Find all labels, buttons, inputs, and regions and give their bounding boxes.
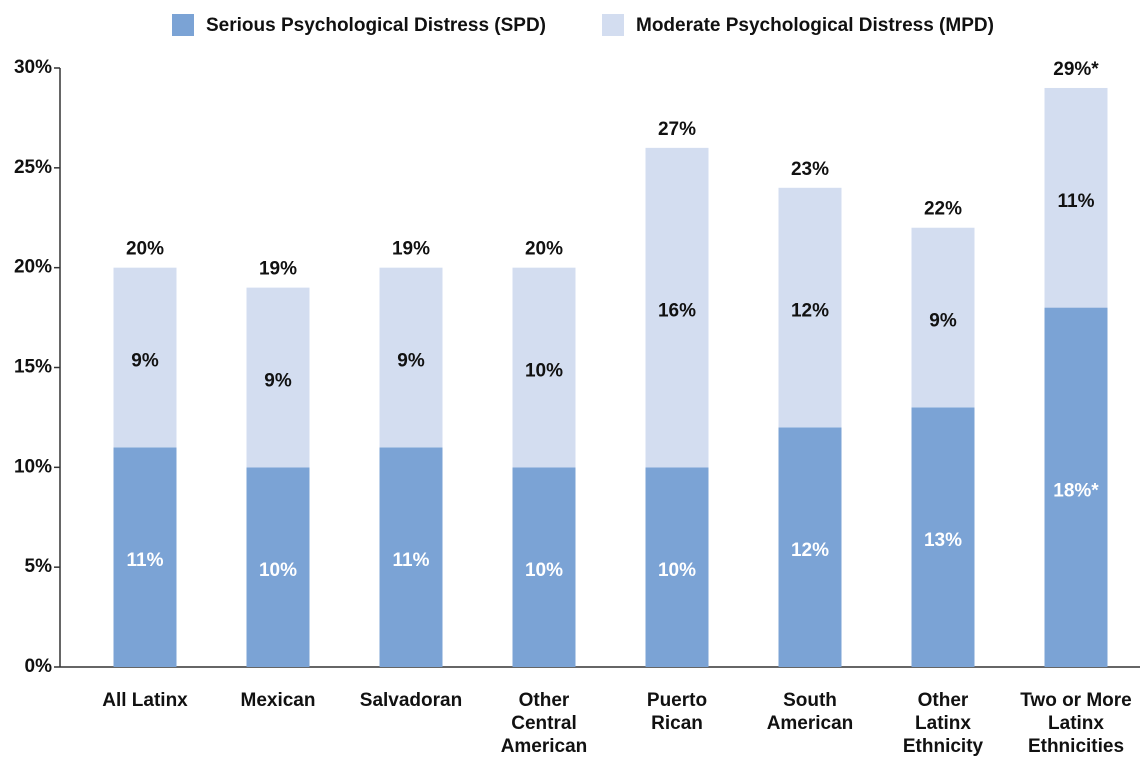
- bar-segment: [512, 267, 576, 468]
- bar-segment: [246, 287, 310, 468]
- bar-segment: [379, 447, 443, 667]
- y-tick-label: 25%: [14, 157, 52, 178]
- bar-segment: [645, 147, 709, 468]
- total-label: 20%: [525, 239, 563, 260]
- value-label: 9%: [397, 351, 425, 372]
- total-label: 29%*: [1053, 59, 1099, 80]
- bar-segment: [113, 267, 177, 448]
- value-label: 18%*: [1053, 480, 1099, 501]
- legend-swatch: [602, 14, 624, 36]
- value-label: 11%: [127, 550, 164, 571]
- bar-segment: [645, 467, 709, 667]
- value-label: 10%: [525, 361, 563, 382]
- bar-segment: [911, 227, 975, 408]
- legend-label: Serious Psychological Distress (SPD): [206, 15, 546, 36]
- y-tick-label: 20%: [14, 257, 52, 278]
- bar-segment: [512, 467, 576, 667]
- y-tick-label: 15%: [14, 357, 52, 378]
- total-label: 20%: [126, 239, 164, 260]
- value-label: 9%: [131, 351, 159, 372]
- x-tick-label: Puerto Rican: [646, 690, 708, 734]
- total-label: 23%: [791, 159, 829, 180]
- value-label: 13%: [924, 530, 962, 551]
- total-label: 22%: [924, 199, 962, 220]
- value-label: 9%: [264, 370, 292, 391]
- x-tick-label: Other Latinx Ethnicity: [902, 690, 984, 757]
- value-label: 10%: [259, 560, 297, 581]
- total-label: 27%: [658, 119, 696, 140]
- legend-swatch: [172, 14, 194, 36]
- legend-label: Moderate Psychological Distress (MPD): [636, 15, 994, 36]
- total-label: 19%: [259, 259, 297, 280]
- x-tick-label: Other Central American: [500, 690, 588, 757]
- value-label: 12%: [791, 301, 829, 322]
- x-tick-label: All Latinx: [102, 690, 188, 711]
- x-tick-label: Salvadoran: [359, 690, 463, 711]
- y-tick-label: 0%: [25, 656, 53, 677]
- value-label: 11%: [393, 550, 430, 571]
- bar-segment: [113, 447, 177, 667]
- bar-segment: [379, 267, 443, 448]
- x-tick-label: South American: [766, 690, 854, 734]
- value-label: 16%: [658, 301, 696, 322]
- bar-segment: [911, 407, 975, 667]
- bar-segment: [1044, 87, 1108, 308]
- x-tick-label: Two or More Latinx Ethnicities: [1020, 690, 1132, 757]
- y-tick-label: 5%: [25, 556, 53, 577]
- x-tick-label: Mexican: [240, 690, 316, 711]
- value-label: 12%: [791, 540, 829, 561]
- bar-segment: [778, 187, 842, 428]
- value-label: 11%: [1058, 191, 1095, 212]
- y-tick-label: 10%: [14, 456, 52, 477]
- value-label: 10%: [525, 560, 563, 581]
- bar-segment: [778, 427, 842, 667]
- total-label: 19%: [392, 239, 430, 260]
- bar-segment: [1044, 307, 1108, 667]
- bar-segment: [246, 467, 310, 667]
- value-label: 10%: [658, 560, 696, 581]
- value-label: 9%: [929, 311, 957, 332]
- y-tick-label: 30%: [14, 57, 52, 78]
